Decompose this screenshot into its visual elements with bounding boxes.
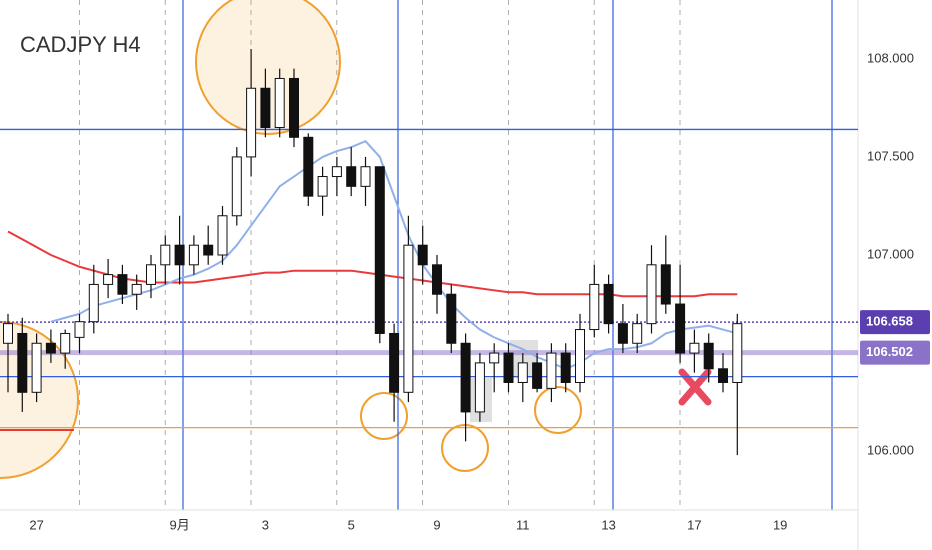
- candle-body: [560, 352, 571, 384]
- y-tick-label: 107.500: [867, 148, 914, 163]
- candle-body: [60, 332, 71, 354]
- candle-body: [632, 323, 643, 344]
- x-tick-label: 9月: [169, 517, 189, 532]
- y-tick-label: 106.000: [867, 443, 914, 458]
- candle-body: [74, 321, 85, 338]
- candle-body: [546, 352, 557, 389]
- candle-body: [660, 264, 671, 305]
- candle-body: [474, 362, 485, 413]
- price-tag: [860, 310, 930, 335]
- candle-body: [160, 244, 171, 266]
- candle-body: [703, 342, 714, 370]
- highlight-circle: [534, 386, 582, 434]
- x-tick-label: 3: [262, 517, 269, 532]
- price-tag: [860, 340, 930, 365]
- x-tick-label: 13: [601, 517, 615, 532]
- candle-body: [3, 323, 13, 344]
- annotations: [0, 0, 712, 479]
- candle-body: [31, 342, 42, 393]
- candle-body: [260, 87, 271, 129]
- x-tick-label: 19: [773, 517, 787, 532]
- candle-body: [45, 342, 56, 354]
- candle-body: [203, 244, 214, 256]
- price-tag-label: 106.502: [866, 344, 913, 359]
- x-tick-label: 9: [433, 517, 440, 532]
- candle-body: [732, 323, 743, 383]
- candle-body: [374, 166, 385, 334]
- highlight-circle: [195, 0, 341, 135]
- candle-body: [603, 283, 614, 325]
- candle-body: [331, 166, 342, 178]
- candle-body: [589, 283, 600, 331]
- candle-body: [489, 352, 500, 364]
- candle-body: [403, 244, 414, 393]
- candle-body: [617, 323, 628, 344]
- candle-body: [346, 166, 357, 187]
- candle-body: [432, 264, 442, 295]
- candle-body: [117, 274, 128, 295]
- candle-body: [417, 244, 428, 266]
- candle-body: [131, 283, 142, 295]
- x-tick-label: 17: [687, 517, 701, 532]
- candle-body: [88, 283, 99, 323]
- candle-body: [517, 362, 528, 383]
- candle-body: [146, 264, 156, 285]
- candle-body: [188, 244, 199, 266]
- grid: [79, 0, 681, 510]
- candle-body: [274, 77, 285, 128]
- candle-body: [174, 244, 185, 266]
- candle-body: [503, 352, 514, 384]
- y-tick-label: 108.000: [867, 50, 914, 65]
- candle-body: [246, 87, 257, 158]
- x-tick-label: 11: [516, 517, 530, 532]
- candle-body: [532, 362, 543, 389]
- candle-body: [575, 329, 585, 383]
- candle-body: [289, 77, 299, 138]
- candle-body: [231, 156, 242, 217]
- candle-body: [689, 342, 700, 354]
- candle-body: [446, 293, 457, 344]
- candle-body: [460, 342, 471, 413]
- candle-body: [103, 274, 114, 285]
- candle-body: [317, 176, 328, 197]
- candle-body: [303, 136, 314, 197]
- moving-average: [7, 230, 738, 298]
- candle-body: [675, 303, 686, 354]
- candle-body: [360, 166, 371, 187]
- highlight-circle: [360, 392, 408, 440]
- candle-body: [389, 332, 400, 393]
- chart-title: CADJPY H4: [20, 32, 141, 57]
- vertical-lines: [182, 0, 833, 510]
- price-tag-label: 106.658: [866, 314, 913, 329]
- y-tick-label: 107.000: [867, 246, 914, 261]
- candle-body: [646, 264, 657, 325]
- x-tick-label: 5: [348, 517, 355, 532]
- candle-body: [17, 332, 28, 393]
- x-tick-label: 27: [29, 517, 43, 532]
- candle-body: [718, 368, 728, 383]
- candle-body: [217, 215, 228, 256]
